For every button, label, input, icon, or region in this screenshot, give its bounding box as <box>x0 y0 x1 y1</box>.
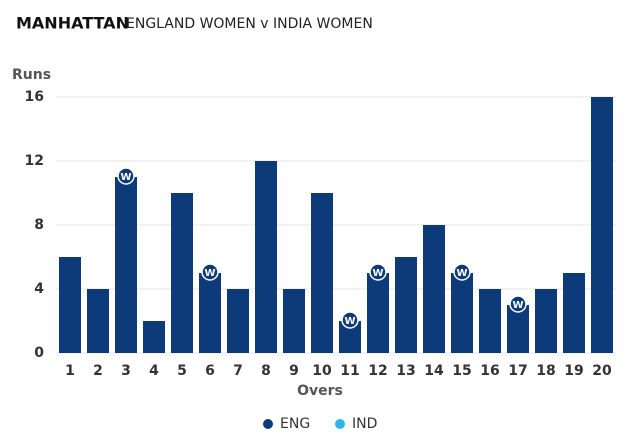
x-tick-label: 20 <box>592 363 612 379</box>
bar <box>507 305 529 353</box>
bar <box>535 289 557 353</box>
x-tick-label: 16 <box>480 363 499 379</box>
x-tick-label: 8 <box>261 363 271 379</box>
x-tick-label: 6 <box>205 363 215 379</box>
wicket-label: W <box>204 268 215 279</box>
wicket-label: W <box>456 268 467 279</box>
x-tick-label: 2 <box>93 363 103 379</box>
x-tick-label: 13 <box>396 363 415 379</box>
bar <box>563 273 585 353</box>
x-tick-label: 10 <box>312 363 332 379</box>
y-tick-label: 16 <box>25 89 44 105</box>
x-tick-label: 12 <box>368 363 387 379</box>
legend-swatch <box>335 419 345 429</box>
x-tick-label: 3 <box>121 363 131 379</box>
bar <box>199 273 221 353</box>
wicket-label: W <box>120 172 131 183</box>
chart-subtitle: ENGLAND WOMEN v INDIA WOMEN <box>126 16 373 32</box>
chart-title: MANHATTAN <box>16 14 129 33</box>
bar <box>227 289 249 353</box>
bar <box>255 161 277 353</box>
wicket-marker <box>453 263 471 281</box>
x-tick-label: 7 <box>233 363 243 379</box>
y-tick-label: 12 <box>25 153 44 169</box>
wicket-marker <box>341 311 359 329</box>
x-tick-label: 11 <box>340 363 359 379</box>
legend-label: ENG <box>280 416 310 432</box>
bar <box>339 321 361 353</box>
x-tick-label: 4 <box>149 363 159 379</box>
x-tick-label: 17 <box>508 363 527 379</box>
x-tick-label: 9 <box>289 363 299 379</box>
y-tick-label: 0 <box>34 345 44 361</box>
bar <box>115 177 137 353</box>
x-tick-label: 19 <box>564 363 583 379</box>
x-axis-label: Overs <box>297 383 343 399</box>
bar <box>591 97 613 353</box>
wicket-label: W <box>512 300 523 311</box>
bar <box>143 321 165 353</box>
y-tick-label: 8 <box>34 217 44 233</box>
bar <box>367 273 389 353</box>
bar <box>311 193 333 353</box>
wicket-marker <box>201 263 219 281</box>
x-tick-label: 1 <box>65 363 75 379</box>
bar <box>423 225 445 353</box>
wicket-marker <box>509 295 527 313</box>
wicket-marker <box>369 263 387 281</box>
legend-label: IND <box>352 416 377 432</box>
x-tick-label: 5 <box>177 363 187 379</box>
bar <box>283 289 305 353</box>
legend-swatch <box>263 419 273 429</box>
wicket-label: W <box>372 268 383 279</box>
bar <box>395 257 417 353</box>
bar <box>59 257 81 353</box>
wicket-marker <box>117 167 135 185</box>
x-tick-label: 18 <box>536 363 555 379</box>
y-axis-label: Runs <box>12 67 51 83</box>
bar <box>451 273 473 353</box>
bar <box>171 193 193 353</box>
x-tick-label: 14 <box>424 363 444 379</box>
bar <box>87 289 109 353</box>
x-tick-label: 15 <box>452 363 471 379</box>
wicket-label: W <box>344 316 355 327</box>
y-tick-label: 4 <box>34 281 44 297</box>
bar <box>479 289 501 353</box>
